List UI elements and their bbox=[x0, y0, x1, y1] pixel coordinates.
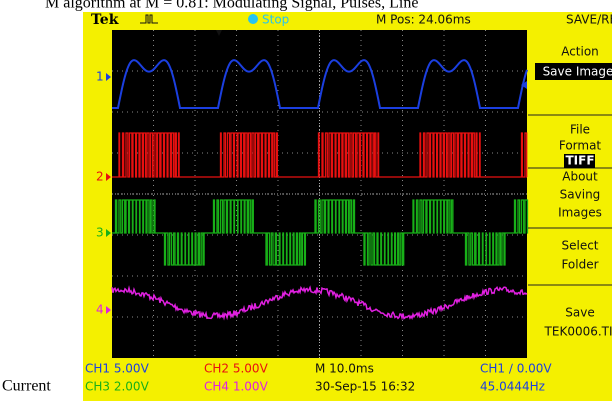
channel-scale: CH2 5.00V bbox=[204, 362, 269, 376]
trigger: CH1 ∕ 0.00V bbox=[480, 362, 552, 376]
menu-item[interactable]: Folder bbox=[561, 258, 598, 272]
menu-item[interactable]: Save bbox=[565, 306, 594, 320]
caption-bottom: Current bbox=[2, 378, 51, 395]
channel-marker: 1 bbox=[96, 70, 104, 84]
menu-value[interactable]: TEK0006.TIF bbox=[544, 325, 612, 339]
timebase: M 10.0ms bbox=[315, 362, 374, 376]
menu-item[interactable]: Images bbox=[558, 206, 602, 220]
menu-item[interactable]: Saving bbox=[560, 188, 601, 202]
menu-value[interactable]: Save Image bbox=[543, 65, 612, 79]
caption-top: M algorithm at M = 0.81: Modulating Sign… bbox=[45, 0, 418, 12]
menu-value[interactable]: TIFF bbox=[565, 154, 594, 168]
channel-scale: CH3 2.00V bbox=[85, 380, 150, 394]
figure: M algorithm at M = 0.81: Modulating Sign… bbox=[0, 0, 612, 401]
menu-item[interactable]: Action bbox=[561, 45, 599, 59]
brand: Tek bbox=[91, 12, 119, 28]
run-state: Stop bbox=[262, 13, 289, 27]
run-indicator bbox=[248, 14, 258, 24]
menu-item[interactable]: Select bbox=[561, 239, 598, 253]
channel-scale: CH1 5.00V bbox=[85, 362, 150, 376]
channel-marker: 4 bbox=[96, 303, 104, 317]
menu-item[interactable]: About bbox=[562, 170, 598, 184]
position: M Pos: 24.06ms bbox=[376, 13, 471, 27]
frequency: 45.0444Hz bbox=[480, 380, 545, 394]
menu-title: SAVE/REC bbox=[566, 13, 612, 27]
date: 30-Sep-15 16:32 bbox=[315, 380, 415, 394]
menu-item[interactable]: Format bbox=[559, 139, 602, 153]
channel-marker: 2 bbox=[96, 170, 104, 184]
menu-item[interactable]: File bbox=[570, 123, 590, 137]
channel-marker: 3 bbox=[96, 226, 104, 240]
channel-scale: CH4 1.00V bbox=[204, 380, 269, 394]
